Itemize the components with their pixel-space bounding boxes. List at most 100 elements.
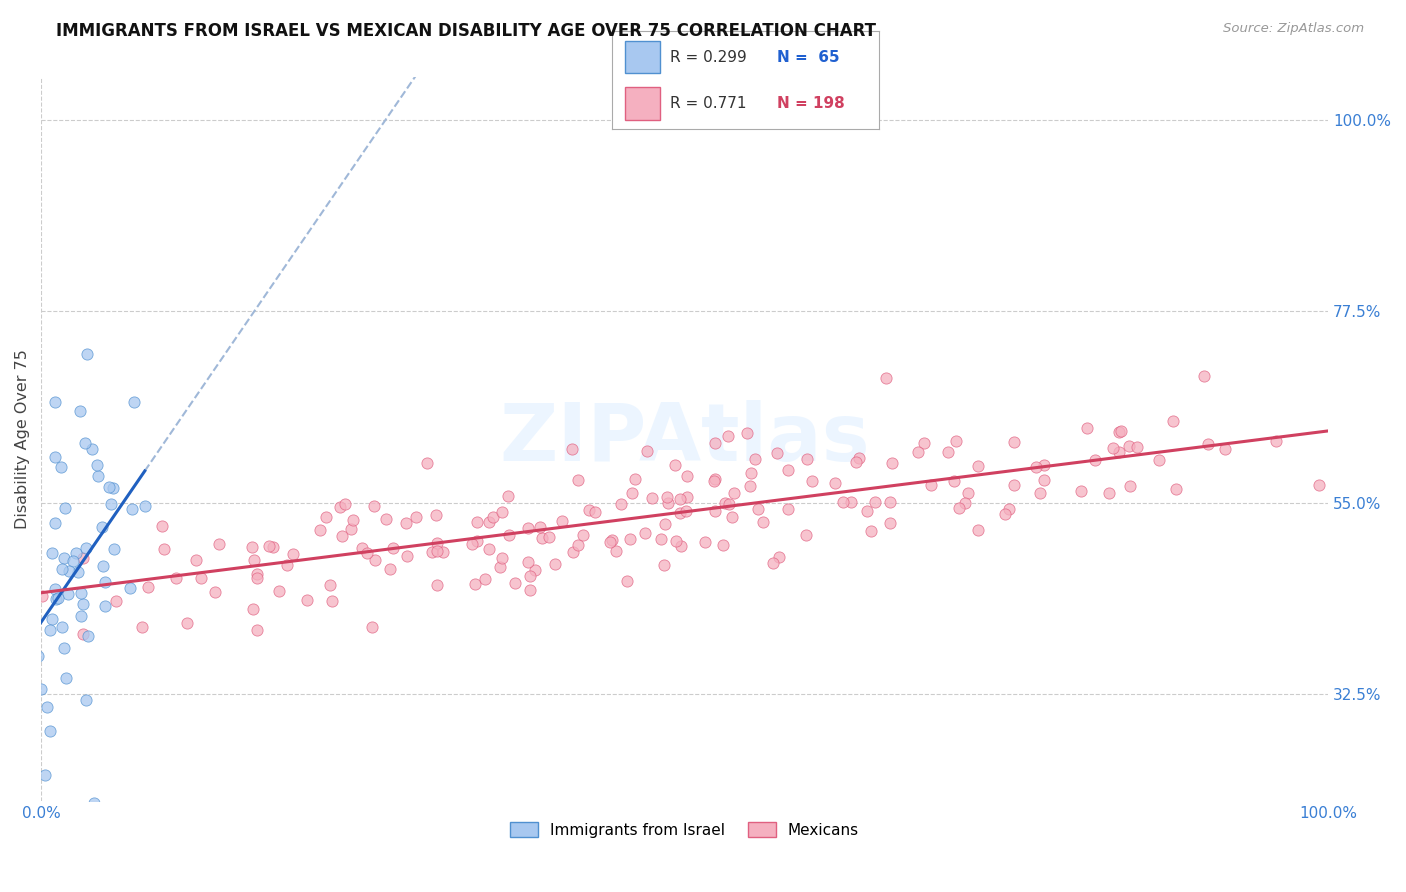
Point xyxy=(704,503,727,517)
Point xyxy=(703,475,725,489)
Point xyxy=(94,574,117,589)
Point xyxy=(41,612,63,626)
Point xyxy=(259,539,281,553)
Point xyxy=(845,455,868,469)
Point xyxy=(308,523,330,537)
Point xyxy=(153,542,176,557)
Point xyxy=(1076,421,1098,435)
Point xyxy=(624,472,647,486)
Point xyxy=(6,624,28,639)
Point xyxy=(839,494,862,508)
Point xyxy=(599,534,621,549)
Point xyxy=(1164,482,1187,496)
Point xyxy=(489,559,512,574)
Point xyxy=(655,490,678,504)
Point xyxy=(460,537,482,551)
Point xyxy=(912,436,935,450)
Point xyxy=(0,662,8,676)
Point xyxy=(1083,452,1105,467)
Point xyxy=(880,456,903,470)
Point xyxy=(1197,436,1219,450)
Point xyxy=(496,489,519,503)
Point xyxy=(246,567,269,582)
Point xyxy=(204,584,226,599)
Point xyxy=(848,451,870,466)
Point xyxy=(70,608,93,623)
Point xyxy=(53,501,76,516)
Point xyxy=(0,622,11,636)
Point xyxy=(7,689,30,703)
Point xyxy=(634,526,657,541)
Point xyxy=(186,553,208,567)
Point xyxy=(22,574,45,588)
Point xyxy=(967,523,990,537)
Point xyxy=(752,516,775,530)
Point xyxy=(315,509,337,524)
Point xyxy=(1002,434,1025,449)
Point xyxy=(544,557,567,571)
Point xyxy=(561,442,583,457)
Point xyxy=(87,469,110,483)
Point xyxy=(519,582,541,597)
Point xyxy=(0,803,18,817)
Point xyxy=(491,505,513,519)
FancyBboxPatch shape xyxy=(624,41,659,73)
Point xyxy=(426,578,449,592)
Point xyxy=(766,446,789,460)
Point xyxy=(93,599,115,613)
Point xyxy=(945,434,967,449)
Point xyxy=(717,497,740,511)
Point xyxy=(1147,453,1170,467)
Point xyxy=(364,552,387,566)
Text: IMMIGRANTS FROM ISRAEL VS MEXICAN DISABILITY AGE OVER 75 CORRELATION CHART: IMMIGRANTS FROM ISRAEL VS MEXICAN DISABI… xyxy=(56,22,876,40)
Point xyxy=(1070,483,1092,498)
Point xyxy=(695,534,717,549)
Point xyxy=(420,545,443,559)
Point xyxy=(1029,485,1052,500)
Point xyxy=(657,496,679,510)
Point xyxy=(747,502,769,516)
Point xyxy=(879,495,901,509)
Point xyxy=(531,531,554,545)
Point xyxy=(51,460,73,475)
Point xyxy=(879,516,901,530)
Point xyxy=(640,491,662,506)
Point xyxy=(994,507,1017,521)
Point xyxy=(103,541,125,556)
Point xyxy=(704,436,727,450)
Point xyxy=(321,594,343,608)
Point xyxy=(432,545,454,559)
Point xyxy=(967,459,990,474)
Point xyxy=(1108,445,1130,459)
Point xyxy=(776,502,799,516)
Point xyxy=(98,480,121,494)
Point xyxy=(567,538,589,552)
Point xyxy=(664,458,686,472)
Point xyxy=(0,595,3,609)
Point xyxy=(242,602,264,616)
Point xyxy=(15,601,38,615)
Point xyxy=(957,486,980,500)
Point xyxy=(118,581,141,595)
Point xyxy=(517,521,540,535)
Point xyxy=(72,550,94,565)
Point xyxy=(262,541,284,555)
Point xyxy=(246,571,269,585)
Point xyxy=(744,451,766,466)
Point xyxy=(665,534,688,549)
Point xyxy=(122,395,145,409)
Point xyxy=(824,475,846,490)
Point xyxy=(704,472,727,486)
Point xyxy=(1347,438,1369,452)
Point xyxy=(7,664,30,678)
Point xyxy=(652,558,675,573)
Text: R = 0.299: R = 0.299 xyxy=(671,50,747,65)
Point xyxy=(610,497,633,511)
Point xyxy=(20,658,42,673)
Point xyxy=(478,515,501,529)
Text: Source: ZipAtlas.com: Source: ZipAtlas.com xyxy=(1223,22,1364,36)
Point xyxy=(48,591,70,605)
Point xyxy=(240,540,263,554)
Point xyxy=(0,643,17,657)
Point xyxy=(44,394,66,409)
